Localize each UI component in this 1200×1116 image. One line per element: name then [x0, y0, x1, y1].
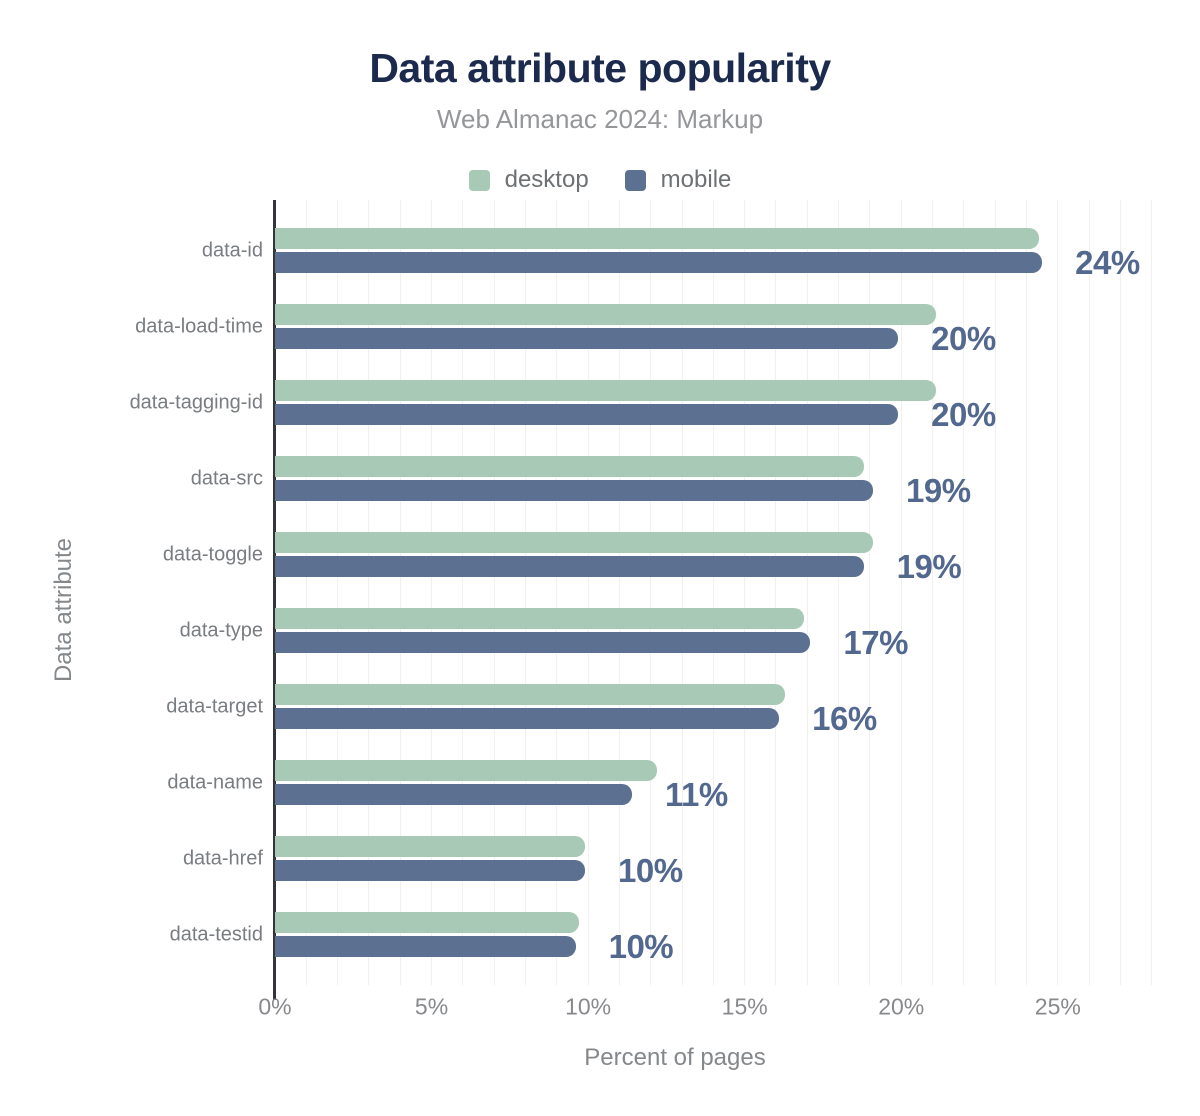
gridline: [1151, 200, 1153, 985]
legend-label-mobile: mobile: [660, 166, 732, 193]
bar-mobile-data-load-time[interactable]: [275, 328, 899, 349]
bar-desktop-data-name[interactable]: [275, 760, 657, 781]
value-label-data-id: 24%: [1075, 243, 1140, 281]
category-label-data-name: data-name: [167, 771, 263, 793]
bar-mobile-data-name[interactable]: [275, 784, 632, 805]
category-label-data-href: data-href: [182, 847, 263, 869]
value-label-data-toggle: 19%: [896, 547, 962, 585]
value-label-data-src: 19%: [906, 471, 971, 509]
category-label-data-toggle: data-toggle: [162, 543, 263, 565]
gridline: [806, 200, 808, 985]
legend-item-desktop: desktop: [468, 166, 589, 194]
gridline: [337, 200, 339, 985]
legend-item-mobile: mobile: [624, 166, 732, 194]
value-label-data-href: 10%: [617, 851, 683, 889]
bar-desktop-data-tagging-id[interactable]: [275, 380, 936, 401]
gridline: [493, 200, 495, 985]
gridline: [556, 200, 558, 985]
gridline: [431, 200, 433, 985]
bar-desktop-data-testid[interactable]: [275, 912, 579, 933]
x-tick-0%: 0%: [258, 993, 292, 1020]
bar-desktop-data-src[interactable]: [275, 456, 864, 477]
gridline: [587, 200, 589, 985]
bar-mobile-data-testid[interactable]: [275, 936, 576, 957]
bar-mobile-data-id[interactable]: [275, 252, 1043, 273]
legend: desktop mobile: [0, 166, 1200, 194]
gridline: [838, 200, 840, 985]
category-label-data-target: data-target: [166, 695, 263, 717]
x-axis-title: Percent of pages: [584, 1044, 766, 1071]
category-label-data-tagging-id: data-tagging-id: [129, 391, 263, 413]
gridline: [932, 200, 934, 985]
value-label-data-target: 16%: [812, 699, 877, 737]
bar-mobile-data-tagging-id[interactable]: [275, 404, 899, 425]
value-label-data-type: 17%: [843, 623, 908, 661]
x-tick-25%: 25%: [1034, 993, 1081, 1020]
gridline: [1025, 200, 1027, 985]
gridline: [305, 200, 307, 985]
bar-desktop-data-target[interactable]: [275, 684, 786, 705]
gridline: [462, 200, 464, 985]
category-label-data-load-time: data-load-time: [135, 315, 263, 337]
gridline: [963, 200, 965, 985]
desktop-swatch-icon: [468, 169, 490, 191]
bar-mobile-data-href[interactable]: [275, 860, 585, 881]
chart-title: Data attribute popularity: [369, 45, 831, 91]
gridline: [681, 200, 683, 985]
gridline: [399, 200, 401, 985]
gridline: [869, 200, 871, 985]
x-tick-5%: 5%: [414, 993, 449, 1020]
bar-mobile-data-toggle[interactable]: [275, 556, 864, 577]
value-label-data-testid: 10%: [608, 927, 674, 965]
gridline: [775, 200, 777, 985]
gridline: [994, 200, 996, 985]
plot-area: [273, 200, 1158, 1000]
bar-mobile-data-src[interactable]: [275, 480, 874, 501]
category-label-data-testid: data-testid: [169, 923, 263, 945]
x-tick-20%: 20%: [878, 993, 925, 1020]
category-label-data-id: data-id: [201, 239, 263, 261]
gridline: [1119, 200, 1121, 985]
bar-desktop-data-href[interactable]: [275, 836, 585, 857]
gridline: [618, 200, 620, 985]
category-label-data-src: data-src: [190, 467, 263, 489]
chart-subtitle: Web Almanac 2024: Markup: [436, 104, 764, 134]
bar-desktop-data-load-time[interactable]: [275, 304, 936, 325]
legend-label-desktop: desktop: [504, 166, 589, 193]
bar-mobile-data-type[interactable]: [275, 632, 811, 653]
mobile-swatch-icon: [624, 169, 646, 191]
bar-mobile-data-target[interactable]: [275, 708, 780, 729]
gridline: [900, 200, 902, 985]
bar-desktop-data-type[interactable]: [275, 608, 805, 629]
gridline: [1057, 200, 1059, 985]
x-tick-10%: 10%: [565, 993, 612, 1020]
gridline: [650, 200, 652, 985]
gridline: [524, 200, 526, 985]
x-tick-15%: 15%: [721, 993, 768, 1020]
gridline: [744, 200, 746, 985]
bar-desktop-data-toggle[interactable]: [275, 532, 874, 553]
gridline: [712, 200, 714, 985]
gridline: [368, 200, 370, 985]
value-label-data-name: 11%: [664, 775, 728, 813]
gridline: [1088, 200, 1090, 985]
value-label-data-load-time: 20%: [931, 319, 996, 357]
category-label-data-type: data-type: [179, 619, 263, 641]
value-label-data-tagging-id: 20%: [931, 395, 996, 433]
y-axis-line: [273, 200, 276, 1000]
bar-desktop-data-id[interactable]: [275, 228, 1039, 249]
